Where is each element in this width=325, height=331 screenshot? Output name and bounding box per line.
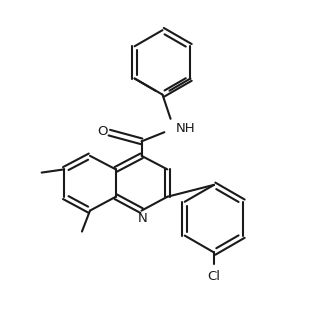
Text: Cl: Cl	[208, 269, 221, 283]
Text: N: N	[137, 212, 147, 225]
Text: O: O	[97, 124, 108, 137]
Text: NH: NH	[176, 122, 195, 135]
